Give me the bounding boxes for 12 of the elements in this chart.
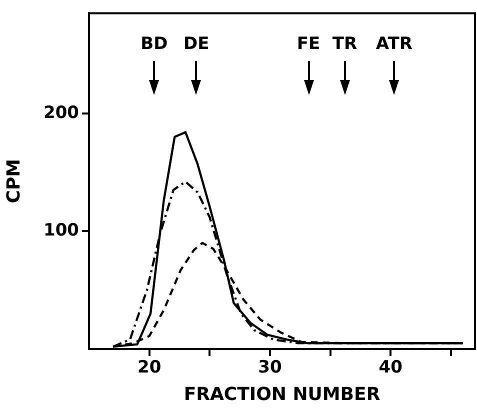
y-tick-label: 100	[44, 220, 80, 241]
y-axis-title: CPM	[3, 158, 24, 204]
x-tick-label: 30	[258, 358, 282, 378]
ref-line-label: ATR	[376, 34, 412, 54]
ref-line-label: TR	[332, 34, 358, 54]
ref-line-label: DE	[183, 34, 210, 54]
x-tick-label: 20	[137, 358, 162, 378]
x-axis-title: FRACTION NUMBER	[184, 384, 380, 405]
ref-line-label: BD	[140, 34, 168, 54]
x-tick-label: 40	[378, 358, 403, 378]
y-tick-label: 200	[44, 102, 80, 123]
ref-line-label: FE	[296, 34, 320, 54]
